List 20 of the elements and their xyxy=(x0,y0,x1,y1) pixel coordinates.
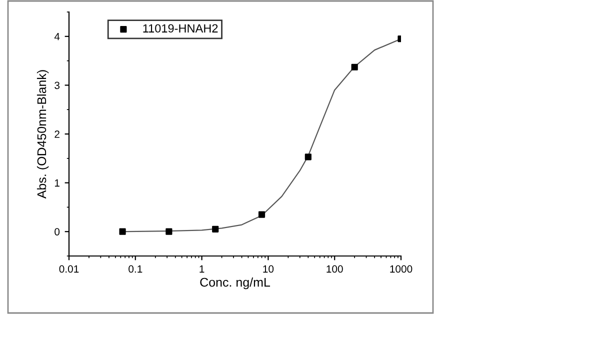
legend-label: 11019-HNAH2 xyxy=(143,24,218,33)
point xyxy=(351,64,358,70)
y-axis-title: Abs. (OD450nm-Blank) xyxy=(36,70,49,199)
x-tick-label: 0.1 xyxy=(128,265,142,273)
point xyxy=(304,154,312,160)
y-tick-label: 0 xyxy=(54,228,60,236)
x-axis-title: Conc. ng/mL xyxy=(200,278,270,290)
y-tick-label: 1 xyxy=(54,179,60,187)
x-tick-label: 10 xyxy=(263,265,274,273)
point xyxy=(166,228,172,235)
point xyxy=(258,211,266,218)
y-tick-label: 4 xyxy=(54,33,60,40)
x-tick-label: 0.01 xyxy=(59,265,79,273)
x-tick-label: 1 xyxy=(200,265,204,273)
x-tick-label: 100 xyxy=(326,265,343,273)
y-tick-label: 3 xyxy=(54,82,60,90)
x-tick-label: 1000 xyxy=(390,265,412,273)
point xyxy=(212,226,219,232)
y-tick-label: 2 xyxy=(54,130,60,138)
point xyxy=(119,228,126,235)
